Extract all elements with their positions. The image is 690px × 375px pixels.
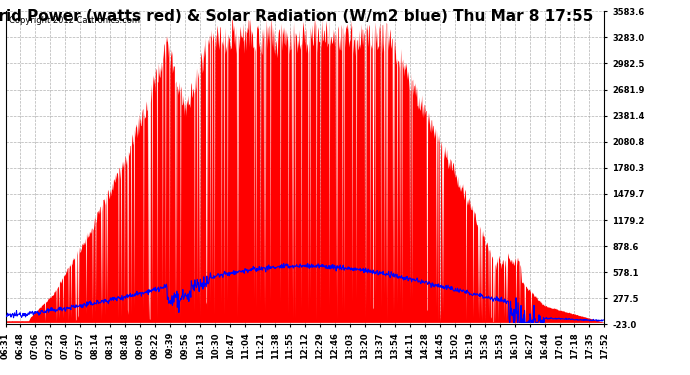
Text: Grid Power (watts red) & Solar Radiation (W/m2 blue) Thu Mar 8 17:55: Grid Power (watts red) & Solar Radiation…	[0, 9, 593, 24]
Text: Copyright 2012 Cartronics.com: Copyright 2012 Cartronics.com	[8, 16, 139, 25]
